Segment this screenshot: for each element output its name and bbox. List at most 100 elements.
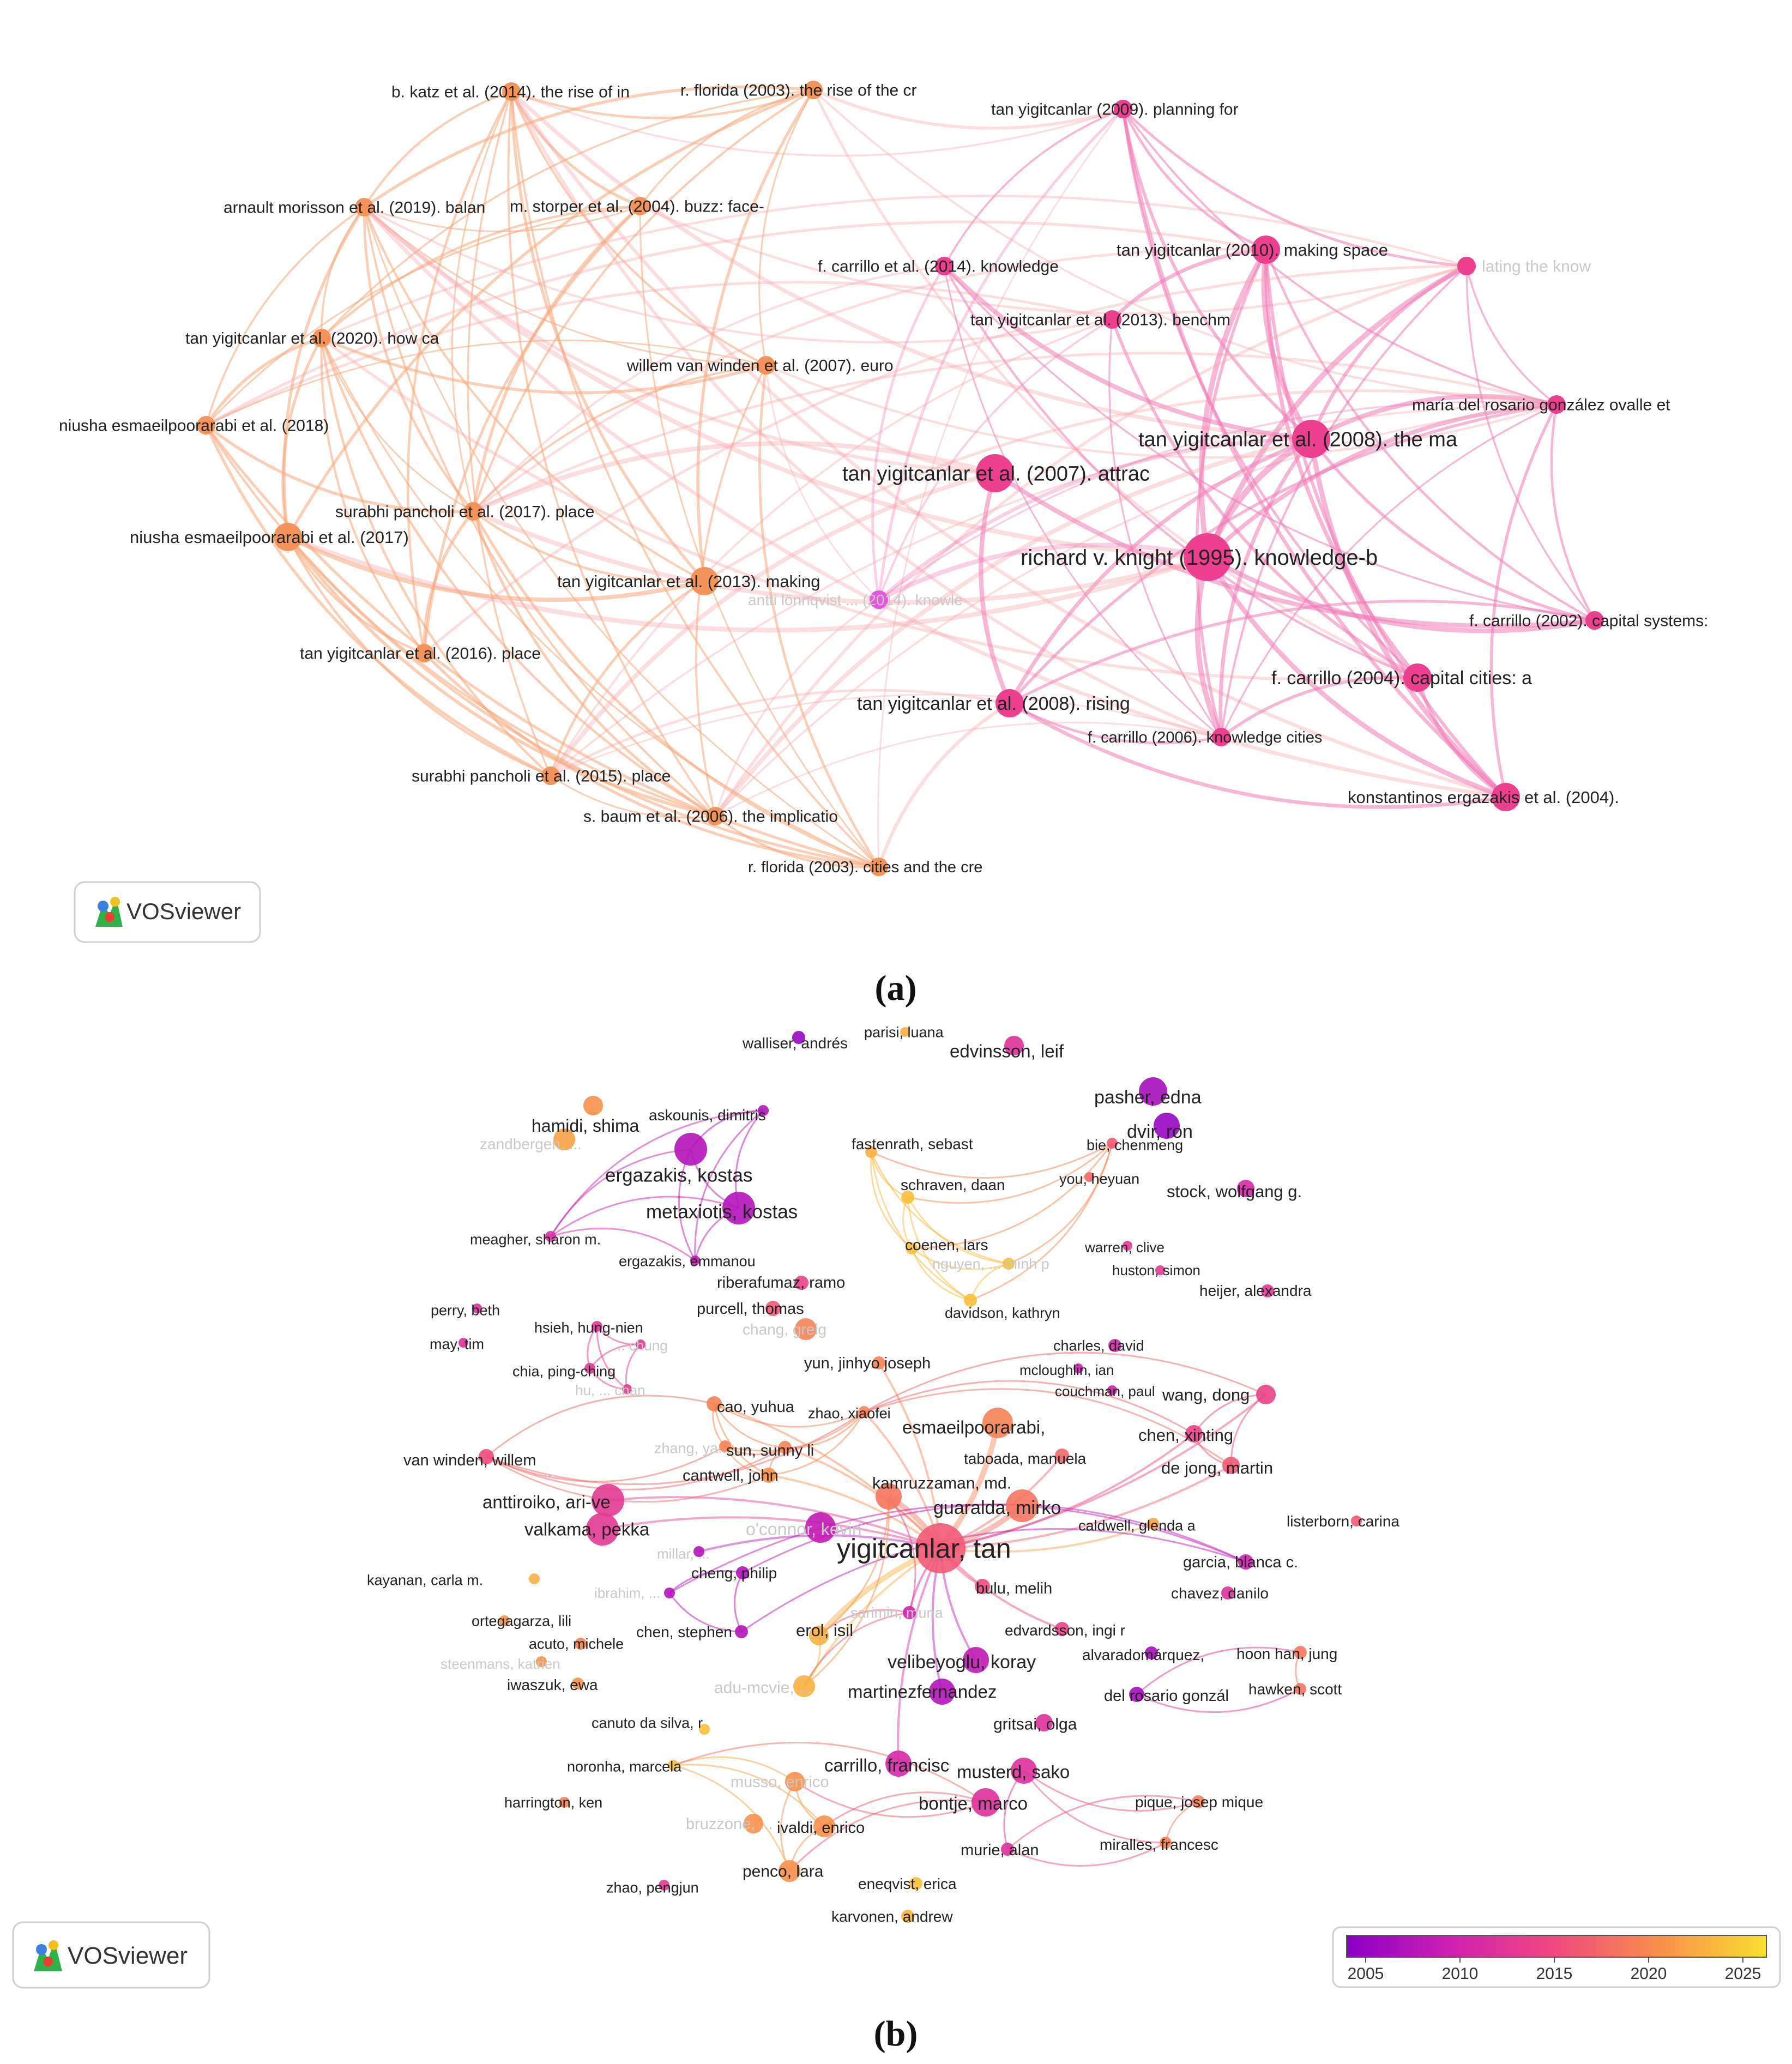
author-node[interactable] xyxy=(545,1231,556,1242)
citation-node[interactable] xyxy=(631,197,649,215)
author-node[interactable] xyxy=(458,1338,468,1348)
author-node[interactable] xyxy=(765,1301,781,1316)
author-node[interactable] xyxy=(1351,1516,1362,1526)
author-node[interactable] xyxy=(1107,1385,1117,1395)
author-node[interactable] xyxy=(1055,1622,1069,1636)
citation-node[interactable] xyxy=(1114,100,1132,118)
author-node[interactable] xyxy=(690,1256,700,1265)
author-node[interactable] xyxy=(659,1880,669,1891)
author-node[interactable] xyxy=(872,1356,885,1369)
author-node[interactable] xyxy=(719,1440,731,1452)
author-node[interactable] xyxy=(674,1133,707,1166)
author-node[interactable] xyxy=(909,1877,922,1890)
author-node[interactable] xyxy=(536,1656,547,1667)
author-node[interactable] xyxy=(785,1772,805,1791)
author-node[interactable] xyxy=(592,1484,624,1517)
author-node[interactable] xyxy=(1084,1172,1094,1182)
author-node[interactable] xyxy=(586,1513,619,1546)
citation-node[interactable] xyxy=(1184,533,1232,581)
author-node[interactable] xyxy=(975,1579,990,1594)
author-node[interactable] xyxy=(707,1396,722,1411)
author-node[interactable] xyxy=(1129,1687,1144,1702)
author-node[interactable] xyxy=(636,1339,645,1349)
author-node[interactable] xyxy=(915,1523,966,1573)
author-node[interactable] xyxy=(499,1615,510,1626)
author-node[interactable] xyxy=(1294,1646,1307,1659)
author-node[interactable] xyxy=(1238,1554,1253,1570)
citation-node[interactable] xyxy=(995,689,1024,717)
author-node[interactable] xyxy=(809,1626,829,1645)
author-node[interactable] xyxy=(901,1191,914,1204)
author-node[interactable] xyxy=(1256,1385,1276,1404)
author-node[interactable] xyxy=(744,1814,763,1833)
citation-node[interactable] xyxy=(804,81,823,99)
citation-node[interactable] xyxy=(870,858,888,876)
author-node[interactable] xyxy=(735,1625,748,1638)
citation-node[interactable] xyxy=(706,807,725,825)
author-node[interactable] xyxy=(572,1677,584,1689)
author-node[interactable] xyxy=(736,1566,749,1579)
author-node[interactable] xyxy=(1145,1646,1158,1659)
author-node[interactable] xyxy=(583,1096,603,1115)
author-node[interactable] xyxy=(885,1751,912,1777)
author-node[interactable] xyxy=(1107,1138,1118,1149)
author-node[interactable] xyxy=(900,1027,910,1037)
author-node[interactable] xyxy=(903,1606,916,1619)
author-node[interactable] xyxy=(664,1588,675,1598)
citation-node[interactable] xyxy=(274,523,302,551)
author-node[interactable] xyxy=(761,1468,776,1483)
author-node[interactable] xyxy=(1192,1795,1205,1808)
citation-node[interactable] xyxy=(1457,257,1476,275)
citation-node[interactable] xyxy=(355,198,373,216)
author-node[interactable] xyxy=(793,1675,815,1697)
author-node[interactable] xyxy=(559,1797,570,1808)
author-node[interactable] xyxy=(622,1384,632,1394)
author-node[interactable] xyxy=(865,1146,877,1158)
author-node[interactable] xyxy=(575,1638,587,1650)
author-node[interactable] xyxy=(901,1910,914,1923)
citation-node[interactable] xyxy=(976,454,1014,492)
author-node[interactable] xyxy=(1261,1284,1274,1297)
author-node[interactable] xyxy=(1155,1265,1165,1275)
author-node[interactable] xyxy=(982,1408,1013,1438)
author-node[interactable] xyxy=(472,1303,482,1313)
author-node[interactable] xyxy=(1222,1457,1240,1474)
author-node[interactable] xyxy=(805,1512,836,1543)
author-node[interactable] xyxy=(972,1788,1000,1816)
author-node[interactable] xyxy=(529,1573,540,1584)
author-node[interactable] xyxy=(592,1321,602,1332)
author-node[interactable] xyxy=(479,1449,494,1464)
author-node[interactable] xyxy=(929,1679,955,1705)
author-node[interactable] xyxy=(858,1406,870,1418)
author-node[interactable] xyxy=(1011,1758,1037,1784)
citation-node[interactable] xyxy=(690,567,719,595)
author-node[interactable] xyxy=(963,1647,989,1673)
author-node[interactable] xyxy=(876,1483,902,1510)
author-node[interactable] xyxy=(1147,1518,1159,1530)
author-node[interactable] xyxy=(1123,1241,1132,1251)
citation-node[interactable] xyxy=(1492,783,1520,811)
author-node[interactable] xyxy=(722,1192,755,1224)
citation-node[interactable] xyxy=(197,416,215,434)
author-node[interactable] xyxy=(1004,1036,1024,1055)
author-node[interactable] xyxy=(813,1815,835,1837)
citation-node[interactable] xyxy=(312,329,331,347)
citation-node[interactable] xyxy=(1585,611,1604,630)
citation-node[interactable] xyxy=(415,644,433,662)
author-node[interactable] xyxy=(1294,1683,1306,1695)
author-node[interactable] xyxy=(699,1724,710,1735)
author-node[interactable] xyxy=(1160,1837,1172,1849)
citation-node[interactable] xyxy=(1212,728,1230,746)
author-node[interactable] xyxy=(779,1441,792,1454)
citation-node[interactable] xyxy=(541,767,560,785)
citation-node[interactable] xyxy=(1103,310,1121,329)
citation-node[interactable] xyxy=(1403,663,1432,692)
author-node[interactable] xyxy=(1139,1077,1167,1106)
author-node[interactable] xyxy=(668,1760,679,1771)
citation-node[interactable] xyxy=(1547,395,1566,414)
author-node[interactable] xyxy=(794,1276,808,1290)
author-node[interactable] xyxy=(553,1128,575,1150)
author-node[interactable] xyxy=(1154,1113,1180,1139)
author-node[interactable] xyxy=(964,1294,977,1307)
author-node[interactable] xyxy=(1108,1339,1121,1352)
